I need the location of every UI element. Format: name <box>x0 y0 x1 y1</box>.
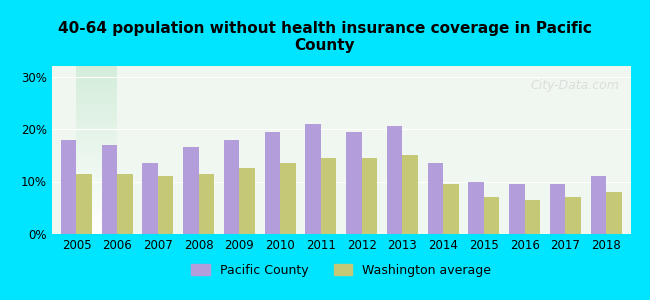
Bar <box>142 163 158 234</box>
Bar <box>199 174 214 234</box>
Bar <box>566 197 581 234</box>
Bar <box>387 126 402 234</box>
Bar <box>346 132 361 234</box>
Bar <box>550 184 566 234</box>
Bar <box>469 182 484 234</box>
Bar <box>280 163 296 234</box>
Text: 40-64 population without health insurance coverage in Pacific
County: 40-64 population without health insuranc… <box>58 21 592 53</box>
Bar <box>77 174 92 234</box>
Bar <box>525 200 540 234</box>
Bar <box>606 192 621 234</box>
Bar <box>402 155 418 234</box>
Bar <box>265 132 280 234</box>
Bar <box>183 147 199 234</box>
Bar <box>224 140 239 234</box>
Bar <box>158 176 174 234</box>
Bar <box>61 140 77 234</box>
Text: City-Data.com: City-Data.com <box>530 80 619 92</box>
Bar <box>101 145 117 234</box>
Bar <box>509 184 525 234</box>
Bar <box>484 197 499 234</box>
Bar <box>428 163 443 234</box>
Bar <box>443 184 459 234</box>
Bar <box>321 158 336 234</box>
Bar <box>239 168 255 234</box>
Bar <box>306 124 321 234</box>
Bar <box>117 174 133 234</box>
Bar <box>361 158 377 234</box>
Bar <box>591 176 606 234</box>
Legend: Pacific County, Washington average: Pacific County, Washington average <box>186 259 497 281</box>
